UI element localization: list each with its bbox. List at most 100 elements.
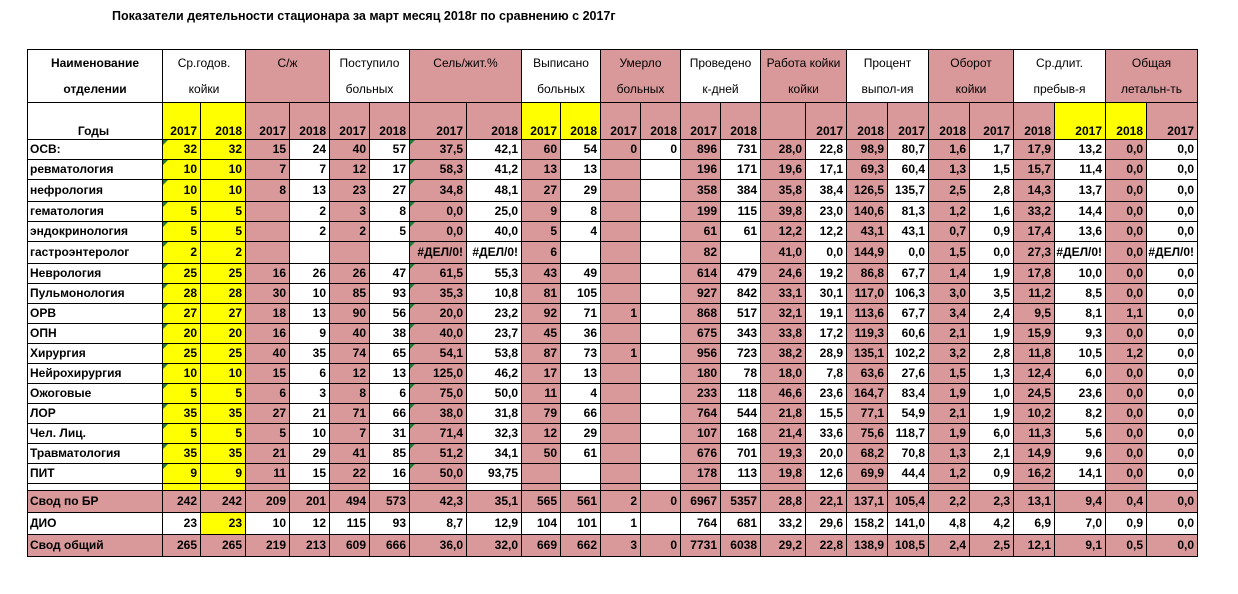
table-cell: 11,2 bbox=[1013, 283, 1055, 304]
table-cell: 81,3 bbox=[887, 201, 929, 222]
table-cell: 265 bbox=[200, 534, 246, 557]
table-row: ЛОР 35 35 27 21 71 66 38,0 31,8 79 66 764 544 21,8 15,… bbox=[27, 403, 1198, 424]
table-cell: 358 bbox=[680, 179, 721, 202]
table-cell: 19,2 bbox=[805, 263, 847, 284]
table-cell: 1 bbox=[600, 343, 641, 364]
table-cell: 28,8 bbox=[760, 490, 806, 513]
table-cell: 9,1 bbox=[1054, 534, 1106, 557]
table-cell: 31,8 bbox=[466, 403, 522, 424]
table-row: эндокринология 5 5 2 2 5 0,0 40,0 5 4 61 61 12,2 12,2… bbox=[27, 221, 1198, 242]
table-row: ДИО 23 23 10 12 115 93 8,7 12,9 104 101 1 764 681 33,2… bbox=[27, 512, 1198, 535]
table-cell: 17,2 bbox=[805, 323, 847, 344]
table-cell: 13 bbox=[560, 159, 601, 180]
table-cell: 19,1 bbox=[805, 303, 847, 324]
table-cell: 517 bbox=[720, 303, 761, 324]
table-row: Нейрохирургия 10 10 15 6 12 13 125,0 46,2 17 13 180… bbox=[27, 363, 1198, 384]
table-cell: 0,0 bbox=[1105, 323, 1147, 344]
table-cell: 2,2 bbox=[928, 490, 970, 513]
table-cell: 138,9 bbox=[846, 534, 888, 557]
table-cell: 65 bbox=[369, 343, 410, 364]
table-cell: 0,0 bbox=[1105, 263, 1147, 284]
table-cell: 19,6 bbox=[760, 159, 806, 180]
spacer-cell bbox=[245, 483, 290, 491]
table-cell bbox=[640, 179, 681, 202]
table-cell: 15,9 bbox=[1013, 323, 1055, 344]
year-col-6: 2017 bbox=[409, 102, 467, 140]
table-cell: 61 bbox=[560, 443, 601, 464]
table-cell: 6967 bbox=[680, 490, 721, 513]
table-cell: 30 bbox=[245, 283, 290, 304]
header-admitted-top: Поступило bbox=[329, 49, 410, 76]
table-cell: 0,0 bbox=[805, 241, 847, 264]
table-cell: 35,8 bbox=[760, 179, 806, 202]
table-cell bbox=[600, 159, 641, 180]
table-cell: 896 bbox=[680, 139, 721, 160]
table-cell: 50 bbox=[521, 443, 561, 464]
table-cell: 17,1 bbox=[805, 159, 847, 180]
table-cell: 12 bbox=[329, 363, 370, 384]
table-cell: 79 bbox=[521, 403, 561, 424]
year-col-11: 2018 bbox=[640, 102, 681, 140]
spacer-cell bbox=[27, 483, 163, 491]
table-cell: 58,3 bbox=[409, 159, 467, 180]
table-cell: 69,9 bbox=[846, 463, 888, 484]
table-cell: 80,7 bbox=[887, 139, 929, 160]
spacer-cell bbox=[466, 483, 522, 491]
table-cell bbox=[600, 383, 641, 404]
year-col-14 bbox=[760, 102, 806, 140]
table-cell: 0,0 bbox=[1146, 323, 1198, 344]
table-cell: 0,0 bbox=[1146, 490, 1198, 513]
year-col-5: 2018 bbox=[369, 102, 410, 140]
table-cell: 171 bbox=[720, 159, 761, 180]
table-cell: 33,2 bbox=[1013, 201, 1055, 222]
table-cell: 46,2 bbox=[466, 363, 522, 384]
table-cell: 1,2 bbox=[928, 201, 970, 222]
table-cell: 54,9 bbox=[887, 403, 929, 424]
table-cell: 19,3 bbox=[760, 443, 806, 464]
table-cell: 71 bbox=[560, 303, 601, 324]
table-cell: 479 bbox=[720, 263, 761, 284]
table-cell bbox=[640, 443, 681, 464]
table-cell: 21,8 bbox=[760, 403, 806, 424]
table-cell: 1,5 bbox=[928, 241, 970, 264]
table-cell: 115 bbox=[329, 512, 370, 535]
table-cell: 35,3 bbox=[409, 283, 467, 304]
table-cell: 75,6 bbox=[846, 423, 888, 444]
spacer-cell bbox=[1105, 483, 1147, 491]
table-cell: 43,1 bbox=[887, 221, 929, 242]
header-avg-beds-top: Ср.годов. bbox=[162, 49, 246, 76]
table-cell: 15 bbox=[289, 463, 330, 484]
table-cell: 1,9 bbox=[969, 263, 1014, 284]
table-cell: 5 bbox=[200, 201, 246, 222]
table-cell: 2,1 bbox=[969, 443, 1014, 464]
table-row: ПИТ 9 9 11 15 22 16 50,0 93,75 178 113 19,8 12,6 69,9… bbox=[27, 463, 1198, 484]
year-col-20: 2018 bbox=[1013, 102, 1055, 140]
table-cell: 1 bbox=[600, 303, 641, 324]
table-cell: 60,6 bbox=[887, 323, 929, 344]
table-cell bbox=[600, 443, 641, 464]
table-cell: 13 bbox=[521, 159, 561, 180]
table-cell: 666 bbox=[369, 534, 410, 557]
header-percent-bottom: выпол-ия bbox=[846, 76, 929, 103]
table-cell: 46,6 bbox=[760, 383, 806, 404]
year-col-10: 2017 bbox=[600, 102, 641, 140]
table-cell: 10,8 bbox=[466, 283, 522, 304]
table-cell: 10,0 bbox=[1054, 263, 1106, 284]
table-cell: 5,6 bbox=[1054, 423, 1106, 444]
spacer-cell bbox=[1054, 483, 1106, 491]
table-cell: 0,0 bbox=[1105, 423, 1147, 444]
table-cell: 9,5 bbox=[1013, 303, 1055, 324]
table-cell: 10,5 bbox=[1054, 343, 1106, 364]
department-name: гематология bbox=[27, 201, 163, 222]
table-cell: 842 bbox=[720, 283, 761, 304]
table-cell: 242 bbox=[162, 490, 201, 513]
table-cell: 27 bbox=[245, 403, 290, 424]
header-rural-bottom bbox=[409, 76, 522, 103]
spacer-cell bbox=[1146, 483, 1198, 491]
table-cell: 14,4 bbox=[1054, 201, 1106, 222]
table-cell: 0,9 bbox=[1105, 512, 1147, 535]
department-name: ревматология bbox=[27, 159, 163, 180]
table-cell: 1,5 bbox=[969, 159, 1014, 180]
table-cell: 24,6 bbox=[760, 263, 806, 284]
table-cell: 927 bbox=[680, 283, 721, 304]
